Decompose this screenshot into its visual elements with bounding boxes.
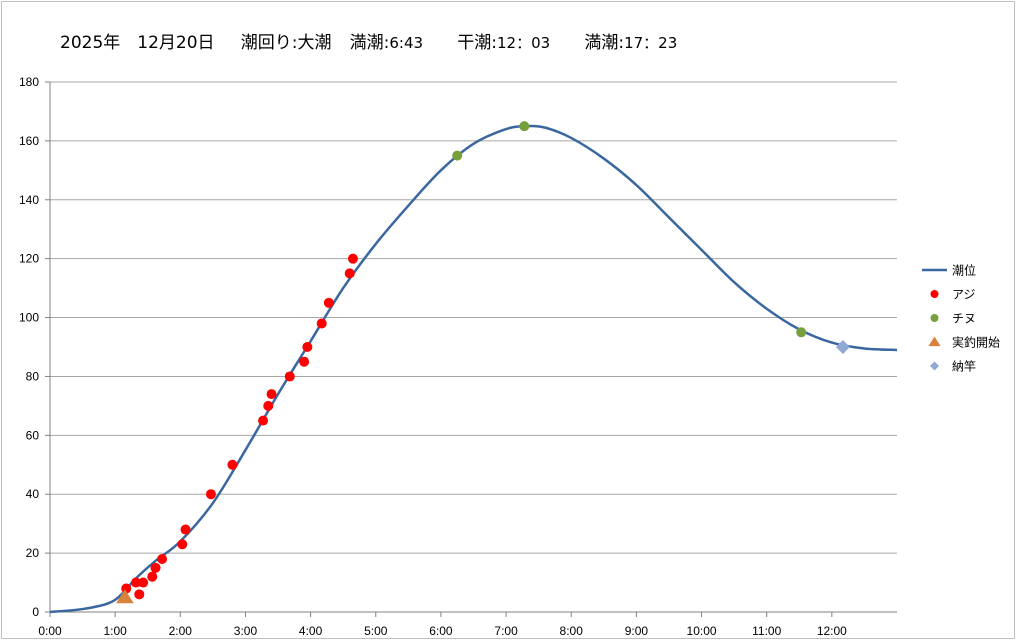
aji-point xyxy=(134,589,145,600)
title-low-time: 12：03 xyxy=(496,34,551,52)
y-tick-label: 180 xyxy=(19,75,39,89)
aji-point xyxy=(258,415,269,426)
title-low-label: 干潮: xyxy=(457,33,497,53)
y-tick-label: 80 xyxy=(26,369,40,383)
y-tick-labels: 0 20 40 60 80 100 120 140 160 180 xyxy=(19,75,39,619)
title-date: 2025年 12月20日 xyxy=(60,33,215,53)
y-tick-label: 120 xyxy=(19,252,39,266)
aji-point xyxy=(157,554,168,564)
chinu-point xyxy=(452,150,463,161)
title-high1-time: 6:43 xyxy=(389,34,424,52)
legend-item-fishing-end: 納竿 xyxy=(930,359,976,374)
x-tick-label: 4:00 xyxy=(299,624,323,638)
legend-label: アジ xyxy=(952,288,976,302)
aji-point xyxy=(150,562,161,573)
aji-point xyxy=(147,571,158,582)
chinu-point xyxy=(796,327,807,338)
series-layer xyxy=(49,121,898,614)
title-high1-label: 満潮: xyxy=(349,33,390,53)
legend-swatch xyxy=(930,361,939,371)
aji-point xyxy=(205,489,216,500)
aji-point xyxy=(323,297,334,308)
aji-point xyxy=(299,356,310,367)
legend-swatch xyxy=(928,336,941,347)
x-tick-label: 7:00 xyxy=(494,624,518,638)
x-tick-label: 0:00 xyxy=(38,624,62,638)
grid-lines xyxy=(50,81,897,554)
legend-label: 潮位 xyxy=(952,263,976,278)
aji-point xyxy=(316,318,327,329)
legend-swatch xyxy=(930,314,939,322)
legend-label: 納竿 xyxy=(952,359,976,374)
chart-title: 2025年 12月20日 潮回り:大潮 満潮:6:43 干潮:12：03 満潮:… xyxy=(60,28,677,53)
x-tick-label: 1:00 xyxy=(103,624,127,638)
x-tick-label: 10:00 xyxy=(687,624,717,638)
x-tick-label: 12:00 xyxy=(817,624,847,638)
x-tick-label: 11:00 xyxy=(752,624,781,638)
title-high2-time: 17：23 xyxy=(624,34,678,52)
aji-point xyxy=(347,253,358,264)
aji-point xyxy=(180,524,191,535)
legend-swatch xyxy=(930,290,939,298)
aji-point xyxy=(227,459,238,470)
aji-point xyxy=(138,577,149,588)
series-fishing-end xyxy=(835,340,850,354)
aji-point xyxy=(302,342,313,352)
legend-label: チヌ xyxy=(952,312,976,326)
title-tide-label: 潮回り: xyxy=(240,33,298,53)
aji-point xyxy=(266,389,277,400)
aji-point xyxy=(121,583,132,594)
series-tide-level xyxy=(49,124,898,614)
fishing-end-point xyxy=(835,340,850,354)
x-tick-label: 3:00 xyxy=(234,624,258,638)
series-chinu xyxy=(452,121,807,338)
title-tide-value: 大潮 xyxy=(297,33,332,53)
y-tick-label: 0 xyxy=(32,605,39,619)
x-tick-label: 2:00 xyxy=(169,624,193,638)
x-tick-label: 6:00 xyxy=(429,624,453,638)
y-tick-label: 160 xyxy=(19,134,39,148)
y-tick-label: 100 xyxy=(19,311,39,325)
x-tick-label: 8:00 xyxy=(560,624,584,638)
x-tick-labels: 0:00 1:00 2:00 3:00 4:00 5:00 6:00 7:00 8:00 9:00… xyxy=(38,624,847,638)
legend-item-fishing-start: 実釣開始 xyxy=(928,335,1000,350)
axes xyxy=(45,81,897,617)
legend-label: 実釣開始 xyxy=(952,335,1000,350)
title-high2-label: 満潮: xyxy=(584,33,625,53)
x-tick-label: 5:00 xyxy=(364,624,388,638)
x-tick-label: 9:00 xyxy=(625,624,649,638)
y-tick-label: 60 xyxy=(26,428,40,442)
y-tick-label: 140 xyxy=(19,193,39,207)
aji-point xyxy=(284,371,295,382)
fishing-start-point xyxy=(116,589,134,604)
series-fishing-start xyxy=(116,589,134,604)
legend-item-chinu: チヌ xyxy=(930,312,976,326)
aji-point xyxy=(263,400,274,411)
aji-point xyxy=(177,539,188,550)
y-tick-label: 40 xyxy=(26,487,40,501)
legend-item-tide-level: 潮位 xyxy=(922,263,976,278)
legend-item-aji: アジ xyxy=(930,288,976,302)
aji-point xyxy=(131,577,142,588)
tide-level-line xyxy=(49,124,898,614)
chinu-point xyxy=(519,121,530,132)
series-aji xyxy=(121,253,358,600)
aji-point xyxy=(344,268,355,279)
y-tick-label: 20 xyxy=(26,546,40,560)
